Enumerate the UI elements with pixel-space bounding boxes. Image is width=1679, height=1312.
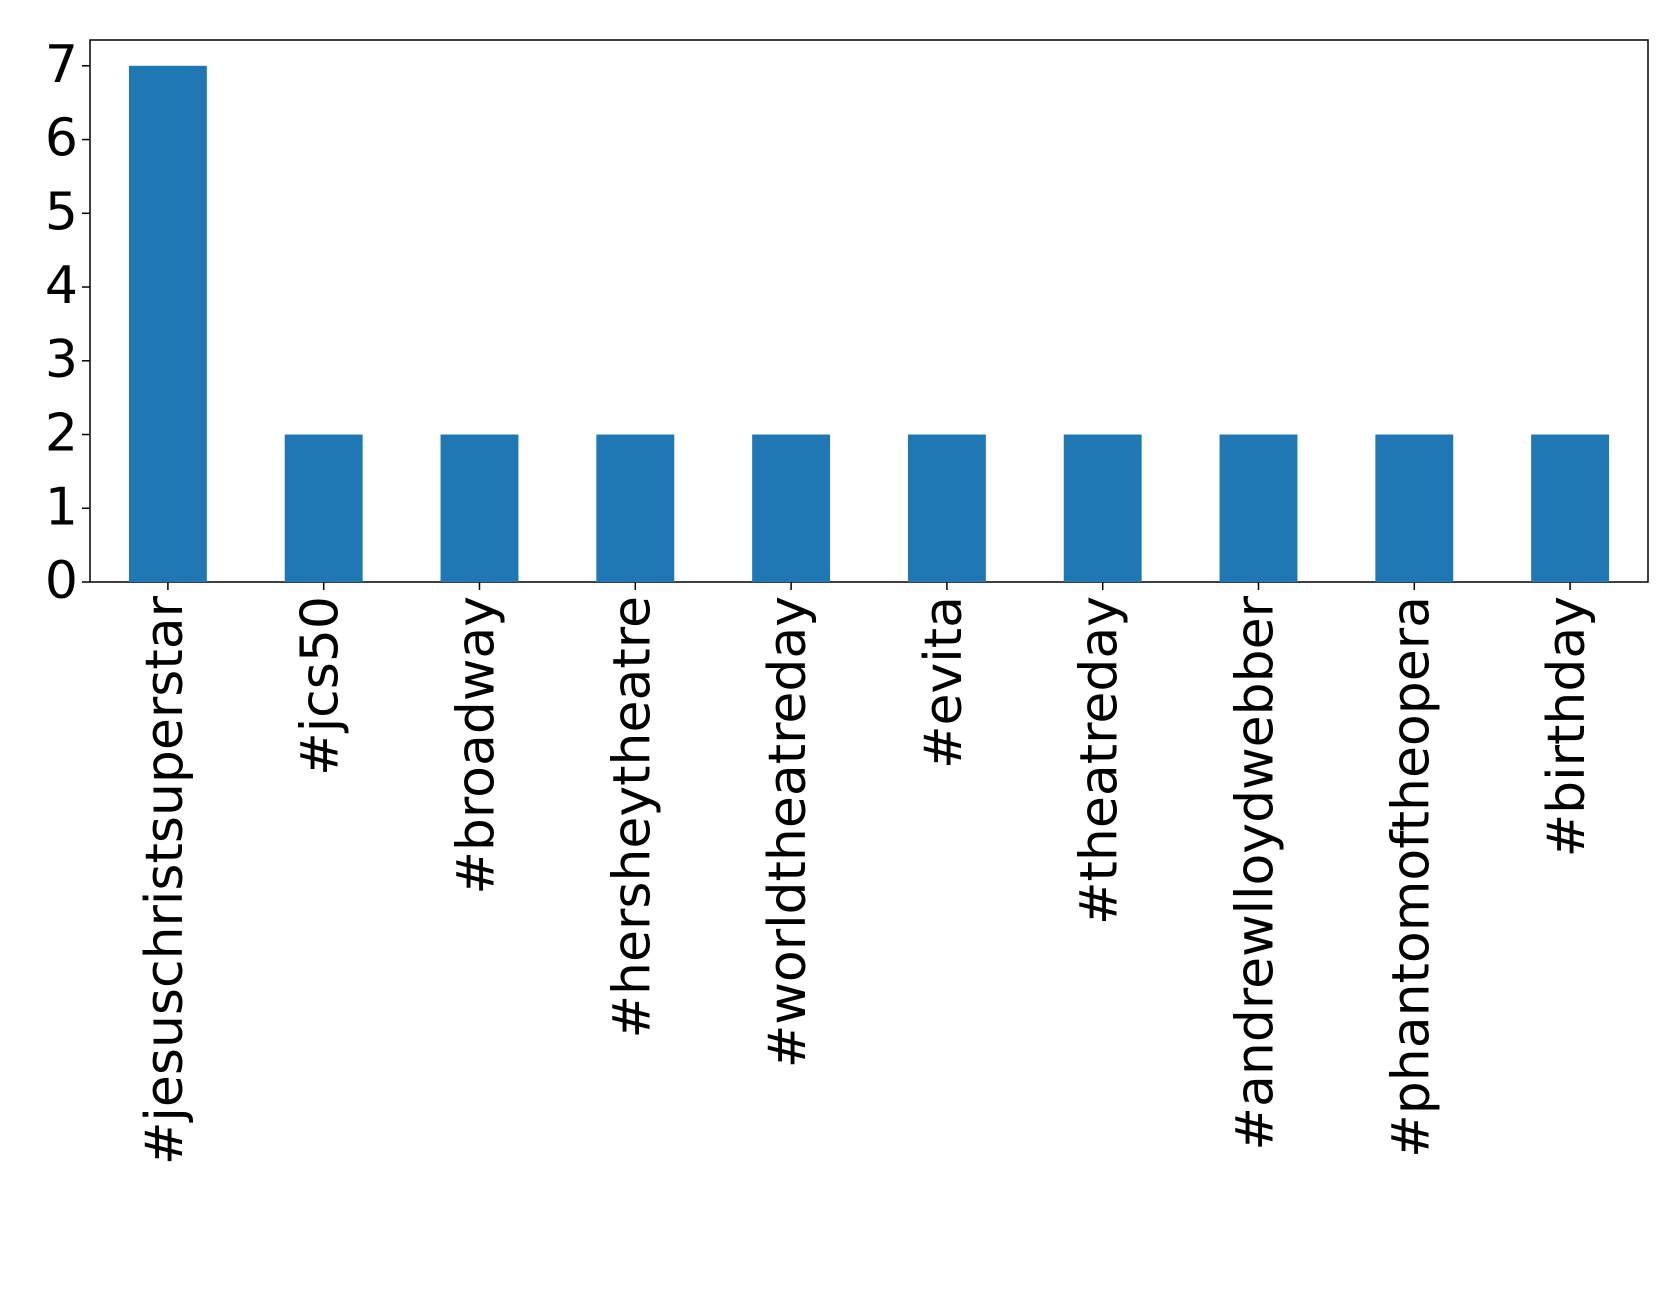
y-tick-label: 3 [45, 330, 78, 390]
plot-frame [89, 39, 1649, 583]
y-tick-label: 2 [45, 404, 78, 464]
x-tick-label: #jesuschristsuperstar [135, 595, 195, 1165]
x-tick-label: #broadway [447, 596, 507, 895]
bar [128, 65, 207, 583]
bar [1219, 434, 1298, 582]
bar [907, 434, 986, 582]
x-tick-label: #hersheytheatre [602, 596, 662, 1039]
bar [284, 434, 363, 582]
x-tick-label: #worldtheatreday [758, 596, 818, 1068]
bar [440, 434, 519, 582]
y-tick-label: 7 [45, 35, 78, 95]
bar [596, 434, 675, 582]
y-tick-label: 5 [45, 182, 78, 242]
bar [1531, 434, 1610, 582]
x-tick-label: #theatreday [1070, 596, 1130, 925]
bar [1375, 434, 1454, 582]
x-tick-label: #andrewlloydwebber [1226, 595, 1286, 1150]
x-tick-label: #phantomoftheopera [1381, 596, 1441, 1158]
y-tick-label: 4 [45, 256, 78, 316]
x-tick-label: #jcs50 [291, 596, 351, 776]
x-tick-label: #birthday [1537, 596, 1597, 857]
y-tick-label: 6 [45, 109, 78, 169]
bar [752, 434, 831, 582]
y-tick-label: 0 [45, 551, 78, 611]
bar [1063, 434, 1142, 582]
x-tick-label: #evita [914, 596, 974, 769]
y-tick-label: 1 [45, 477, 78, 537]
